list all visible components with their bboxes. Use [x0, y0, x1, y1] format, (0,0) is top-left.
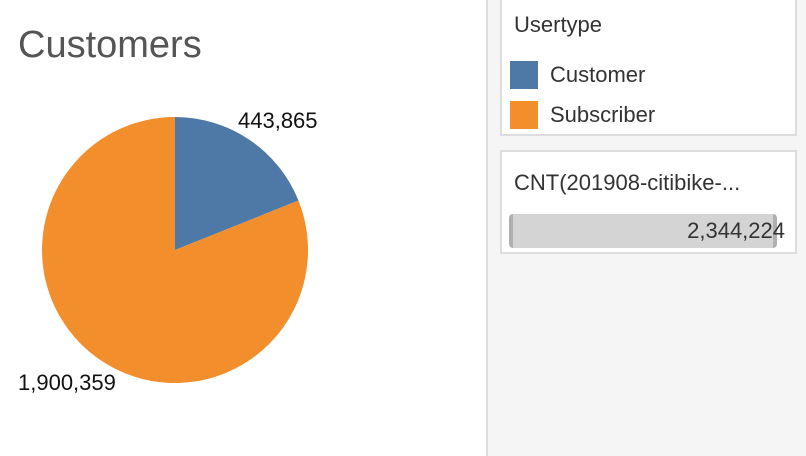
pie-slice-customer[interactable]	[175, 117, 299, 250]
color-legend: Usertype Customer Subscriber	[500, 0, 797, 136]
pie-chart[interactable]: 443,865 1,900,359	[0, 0, 486, 456]
pie-labels: 443,865 1,900,359	[18, 108, 318, 395]
pie-label-subscriber: 1,900,359	[18, 370, 116, 395]
legend-label-subscriber: Subscriber	[550, 102, 656, 127]
measure-bar[interactable]	[509, 214, 777, 248]
side-panel: Usertype Customer Subscriber CNT(201908-…	[486, 0, 806, 456]
pie-slice-subscriber[interactable]	[42, 117, 309, 383]
pie-label-customer: 443,865	[238, 108, 318, 133]
chart-view: Customers 443,865 1,900,359	[0, 0, 486, 456]
measure-value: 2,344,224	[687, 218, 785, 243]
measure-card: CNT(201908-citibike-... 2,344,224	[500, 150, 797, 254]
legend-label-customer: Customer	[550, 62, 646, 87]
legend-swatch-customer	[510, 61, 538, 89]
pie-slices	[42, 117, 309, 383]
measure-title: CNT(201908-citibike-...	[514, 170, 741, 195]
legend-swatch-subscriber	[510, 101, 538, 129]
legend-title: Usertype	[514, 12, 603, 37]
legend-item-customer[interactable]: Customer	[510, 60, 790, 90]
chart-title: Customers	[18, 24, 202, 66]
legend-item-subscriber[interactable]: Subscriber	[510, 100, 790, 130]
